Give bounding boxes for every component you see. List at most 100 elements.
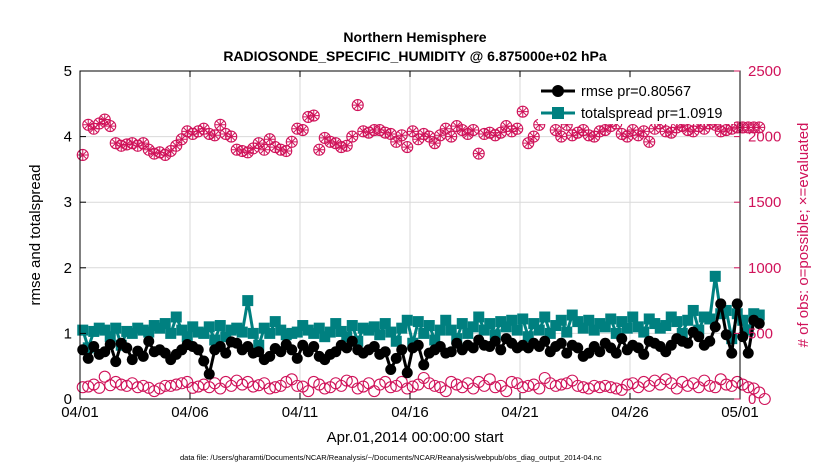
rmse-point	[693, 331, 705, 343]
obs-evaluated-point	[319, 132, 330, 144]
obs-evaluated-point	[171, 140, 182, 151]
obs-possible-point	[148, 385, 161, 398]
rmse-point	[143, 335, 155, 347]
obs-evaluated-point	[237, 145, 248, 157]
obs-possible-point	[703, 379, 716, 392]
obs-evaluated-point	[391, 136, 402, 148]
y-tick-label: 5	[64, 63, 72, 80]
obs-evaluated-point	[336, 141, 347, 153]
obs-evaluated-point	[671, 122, 682, 133]
legend: rmse pr=0.80567 totalspread pr=1.0919	[538, 78, 734, 124]
rmse-point	[555, 337, 567, 349]
obs-evaluated-point	[154, 147, 165, 158]
rmse-point	[715, 298, 727, 310]
totalspread-point	[627, 311, 639, 323]
obs-possible-point	[621, 378, 634, 391]
rmse-point	[379, 346, 391, 358]
obs-possible-point	[560, 377, 573, 390]
obs-evaluated-point	[710, 119, 721, 130]
obs-possible-point	[258, 143, 271, 156]
rmse-point	[682, 337, 694, 349]
totalspread-point	[621, 322, 633, 334]
obs-evaluated-point	[402, 141, 413, 153]
x-tick-label: 04/21	[501, 404, 539, 421]
legend-totalspread-label: totalspread pr=1.0919	[581, 106, 722, 122]
obs-evaluated-point	[528, 131, 539, 142]
totalspread-point	[605, 313, 617, 325]
y-right-tick-label: 2000	[748, 129, 781, 146]
obs-evaluated-point	[303, 111, 314, 123]
obs-possible-point	[516, 381, 529, 394]
obs-possible-point	[643, 135, 656, 148]
obs-possible-point	[527, 130, 540, 143]
totalspread-point	[511, 324, 523, 336]
obs-possible-point	[516, 105, 529, 118]
totalspread-point	[104, 331, 116, 343]
totalspread-point	[143, 326, 155, 338]
rmse-point	[137, 350, 149, 362]
x-tick-label: 05/01	[721, 404, 759, 421]
obs-evaluated-point	[165, 145, 176, 157]
obs-possible-point	[175, 377, 188, 390]
obs-possible-point	[104, 120, 117, 133]
obs-evaluated-point	[649, 123, 660, 134]
obs-evaluated-point	[127, 137, 138, 149]
obs-possible-point	[373, 378, 386, 391]
obs-possible-point	[731, 375, 744, 388]
totalspread-point	[269, 316, 281, 328]
obs-evaluated-point	[660, 126, 671, 137]
obs-evaluated-point	[754, 122, 765, 133]
obs-evaluated-point	[638, 126, 649, 137]
totalspread-point	[242, 295, 254, 307]
obs-evaluated-point	[264, 134, 275, 145]
y-axis-left: 0 1 2 3 4 5	[64, 63, 86, 408]
rmse-point	[385, 363, 397, 375]
totalspread-point	[198, 327, 210, 339]
obs-possible-point	[346, 130, 359, 143]
rmse-point	[264, 350, 276, 362]
y-tick-label: 2	[64, 260, 72, 277]
obs-possible-point	[291, 379, 304, 392]
obs-evaluated-point	[314, 144, 325, 155]
obs-evaluated-point	[105, 120, 116, 132]
obs-possible-point	[445, 375, 458, 388]
obs-possible-point	[368, 385, 381, 398]
obs-evaluated-point	[594, 126, 605, 137]
rmse-point	[737, 331, 749, 343]
obs-evaluated-point	[187, 128, 198, 140]
obs-possible-point	[445, 130, 458, 143]
rmse-point	[110, 356, 122, 368]
obs-evaluated-point	[385, 128, 396, 140]
obs-possible-point	[736, 378, 749, 391]
obs-possible-point	[522, 379, 535, 392]
obs-evaluated-point	[270, 141, 281, 153]
totalspread-point	[341, 331, 353, 343]
obs-evaluated-point	[418, 128, 429, 140]
rmse-point	[291, 352, 303, 364]
obs-possible-point	[313, 143, 326, 156]
obs-evaluated-point	[413, 134, 424, 145]
obs-possible-point	[549, 379, 562, 392]
obs-evaluated-point	[627, 124, 638, 136]
totalspread-point	[638, 326, 650, 338]
rmse-point	[726, 347, 738, 359]
totalspread-point	[390, 335, 402, 347]
obs-possible-point	[247, 380, 260, 393]
totalspread-point	[445, 324, 457, 336]
totalspread-point	[588, 324, 600, 336]
obs-possible-point	[164, 379, 177, 392]
rmse-point	[594, 346, 606, 358]
obs-possible-point	[472, 147, 485, 160]
rmse-point	[489, 335, 501, 347]
totalspread-point	[726, 333, 738, 345]
totalspread-point	[330, 318, 342, 330]
totalspread-point	[566, 309, 578, 321]
obs-evaluated-point	[88, 123, 99, 134]
obs-evaluated-point	[737, 122, 748, 133]
obs-evaluated-point	[561, 119, 572, 130]
obs-evaluated-point	[149, 148, 160, 159]
totalspread-point	[313, 322, 325, 334]
y-axis-right-label: # of obs: o=possible; ×=evaluated	[795, 123, 812, 348]
totalspread-point	[467, 321, 479, 333]
totalspread-point	[561, 326, 573, 338]
